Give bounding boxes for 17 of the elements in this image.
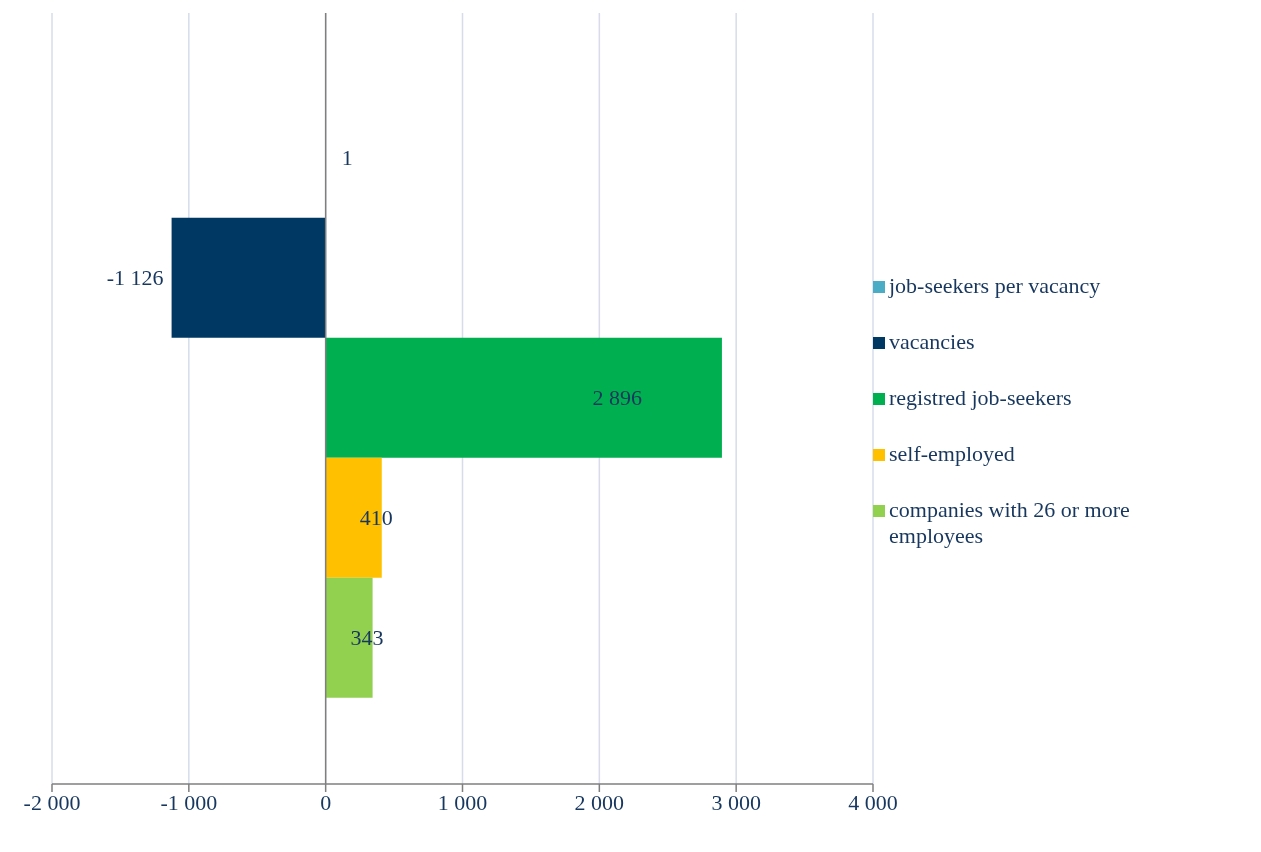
data-label: 1: [341, 144, 353, 170]
x-tick-label: 0: [320, 789, 332, 815]
legend-label: self-employed: [889, 441, 1016, 467]
x-tick-label: -2 000: [23, 789, 81, 815]
data-label: -1 126: [106, 264, 164, 290]
x-tick-label: 1 000: [437, 789, 488, 815]
x-tick-label: 3 000: [711, 789, 761, 815]
bar: [325, 337, 722, 458]
x-tick-label: 2 000: [574, 789, 625, 815]
bar: [171, 217, 326, 338]
legend-label: vacancies: [889, 329, 976, 355]
x-tick-label: -1 000: [160, 789, 218, 815]
x-tick-label: 4 000: [848, 789, 898, 815]
legend-label: registred job-seekers: [889, 385, 1073, 411]
data-label: 2 896: [592, 384, 642, 410]
legend-label: job-seekers per vacancy: [889, 273, 1102, 299]
legend-label: companies with 26 or more employees: [889, 497, 1131, 549]
